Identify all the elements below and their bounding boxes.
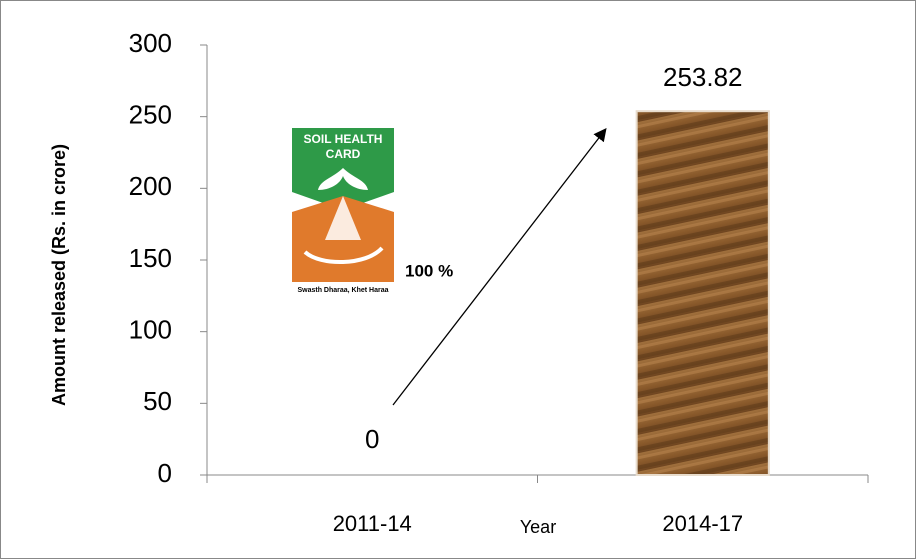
annotation: 100 % bbox=[405, 261, 453, 280]
x-tick-label: 2011-14 bbox=[333, 511, 412, 536]
y-axis-label: Amount released (Rs. in crore) bbox=[49, 144, 69, 406]
y-tick-label: 300 bbox=[129, 28, 172, 58]
logo-title: CARD bbox=[326, 147, 361, 161]
value-label: 253.82 bbox=[663, 62, 743, 92]
bar bbox=[637, 111, 769, 475]
logo-tagline: Swasth Dharaa, Khet Haraa bbox=[297, 287, 388, 294]
x-tick-label: 2014-17 bbox=[662, 511, 743, 536]
logo-title: SOIL HEALTH bbox=[304, 132, 383, 146]
y-tick-label: 50 bbox=[143, 386, 172, 416]
y-tick-label: 0 bbox=[158, 458, 172, 488]
y-tick-label: 150 bbox=[129, 243, 172, 273]
y-tick-label: 200 bbox=[129, 171, 172, 201]
logo: SOIL HEALTH CARD Swasth Dharaa, Khet Har… bbox=[292, 128, 394, 294]
x-axis-label: Year bbox=[520, 517, 556, 537]
chart: Amount released (Rs. in crore) Year SOIL… bbox=[0, 0, 916, 559]
y-tick-label: 100 bbox=[129, 315, 172, 345]
value-label: 0 bbox=[365, 424, 379, 454]
y-tick-label: 250 bbox=[129, 100, 172, 130]
